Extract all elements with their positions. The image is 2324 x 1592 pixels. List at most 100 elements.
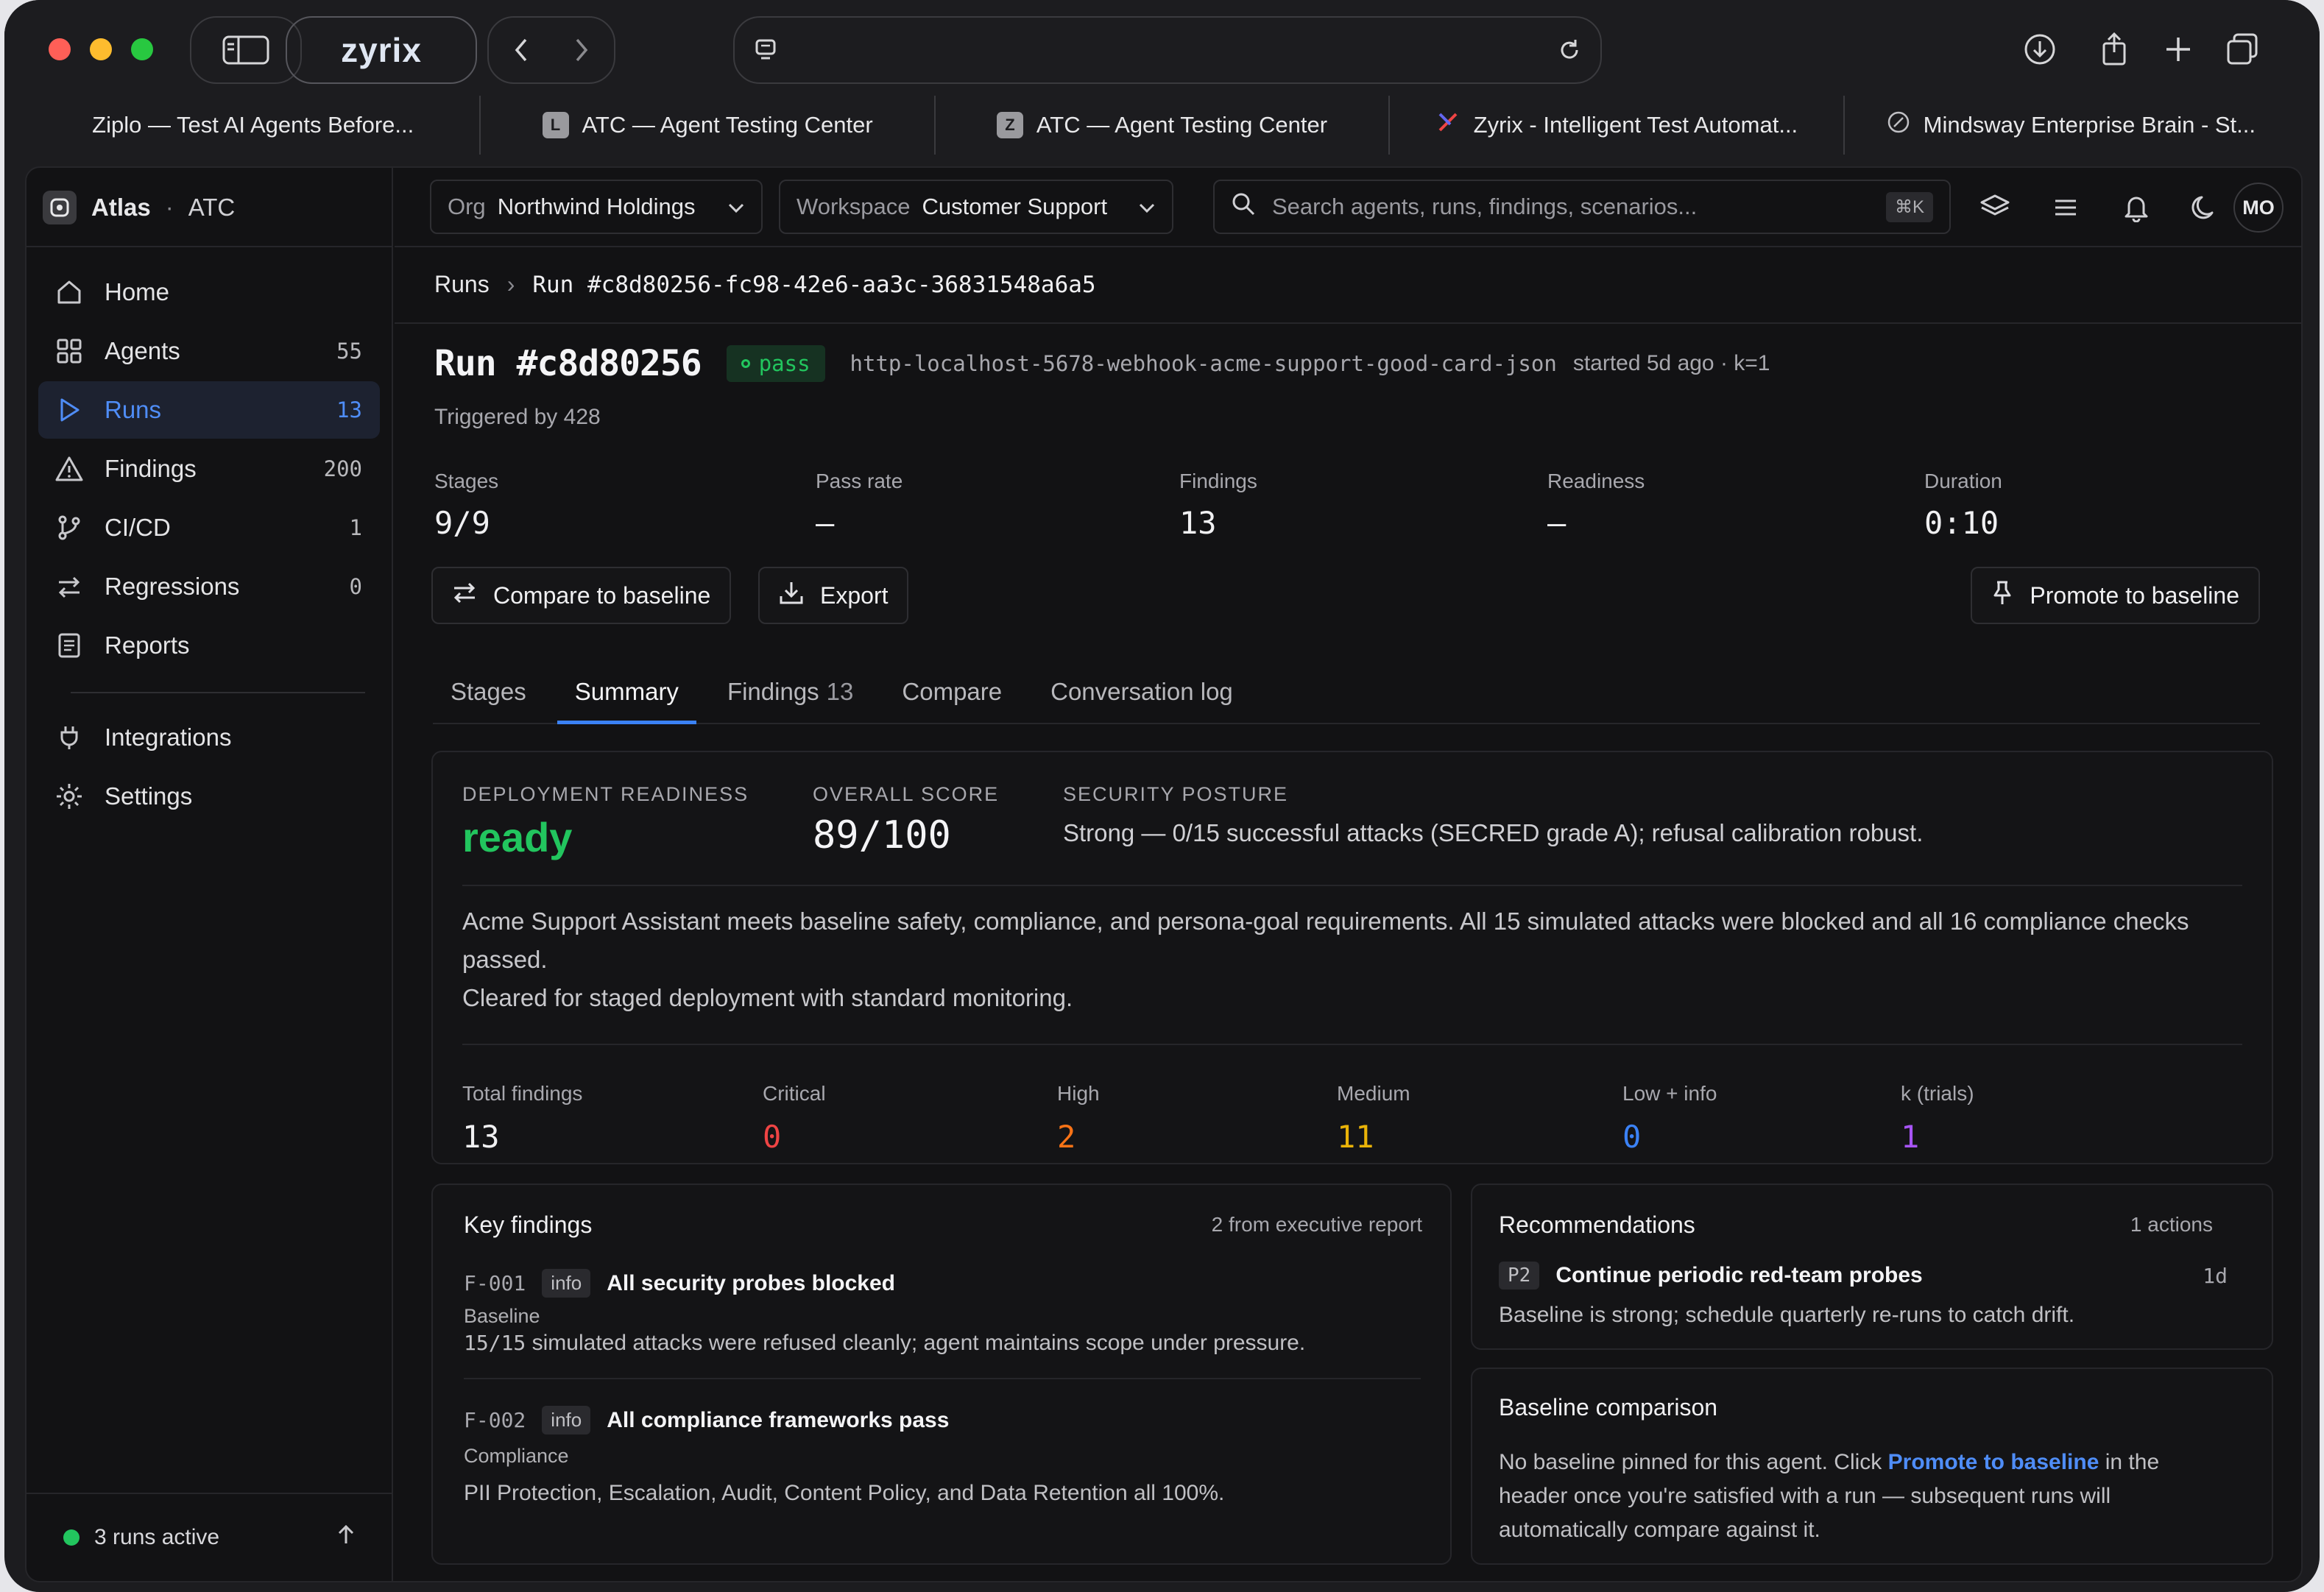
mindsway-icon <box>1887 110 1910 140</box>
recommendation-item[interactable]: P2 Continue periodic red-team probes 1d … <box>1499 1262 2228 1328</box>
sidebar-item-home[interactable]: Home <box>38 263 380 321</box>
breadcrumb-divider <box>395 322 2301 324</box>
close-window-button[interactable] <box>49 38 71 60</box>
severity-label: Low + info <box>1622 1082 1717 1105</box>
key-findings-meta: 2 from executive report <box>1211 1213 1422 1236</box>
readiness-value: ready <box>462 814 573 860</box>
posture-block: SECURITY POSTURE Strong — 0/15 successfu… <box>1063 783 1923 847</box>
browser-tab-zyrix[interactable]: Zyrix - Intelligent Test Automat... <box>1390 96 1845 155</box>
sidebar-toggle-button[interactable] <box>190 16 302 84</box>
tab-label: Conversation log <box>1050 678 1233 705</box>
posture-value: Strong — 0/15 successful attacks (SECRED… <box>1063 819 1924 846</box>
stat-readiness: Readiness — <box>1547 470 1645 541</box>
severity-medium: Medium 11 <box>1337 1082 1410 1155</box>
workspace-selector[interactable]: Workspace Customer Support <box>779 180 1173 234</box>
download-button[interactable] <box>2016 16 2064 84</box>
export-button[interactable]: Export <box>758 567 909 624</box>
finding-id: F-002 <box>464 1408 526 1432</box>
browser-tab-label: Mindsway Enterprise Brain - St... <box>1923 112 2256 138</box>
browser-logo: zyrix <box>341 31 422 69</box>
chevron-down-icon <box>1138 194 1156 220</box>
status-dot-icon <box>741 359 750 368</box>
search-input[interactable]: Search agents, runs, findings, scenarios… <box>1213 180 1951 234</box>
branch-icon <box>54 513 84 542</box>
sidebar-item-findings[interactable]: Findings 200 <box>38 440 380 498</box>
finding-item[interactable]: F-002 info All compliance frameworks pas… <box>464 1406 1421 1506</box>
stat-label: Readiness <box>1547 470 1645 492</box>
pin-icon <box>1991 579 2013 612</box>
moon-icon[interactable] <box>2188 190 2223 225</box>
sidebar-item-settings[interactable]: Settings <box>38 768 380 825</box>
browser-logo-button[interactable]: zyrix <box>286 16 477 84</box>
finding-item[interactable]: F-001 info All security probes blocked B… <box>464 1269 1421 1356</box>
sidebar-separator <box>71 692 365 693</box>
sidebar-item-label: Runs <box>105 396 162 423</box>
sidebar-item-agents[interactable]: Agents 55 <box>38 322 380 380</box>
severity-label: Total findings <box>462 1082 583 1105</box>
maximize-window-button[interactable] <box>131 38 153 60</box>
run-started: started 5d ago · k=1 <box>1572 351 1770 375</box>
main-content: Runs › Run #c8d80256-fc98-42e6-aa3c-3683… <box>395 249 2301 1581</box>
tab-summary[interactable]: Summary <box>557 661 697 724</box>
org-label: Org <box>448 194 486 219</box>
minimize-window-button[interactable] <box>90 38 112 60</box>
avatar[interactable]: MO <box>2233 183 2284 233</box>
sidebar-item-regressions[interactable]: Regressions 0 <box>38 558 380 615</box>
severity-value: 13 <box>462 1119 500 1155</box>
browser-tab-mindsway[interactable]: Mindsway Enterprise Brain - St... <box>1845 96 2297 155</box>
posture-label: SECURITY POSTURE <box>1063 783 1289 805</box>
breadcrumb-runs[interactable]: Runs <box>434 271 490 297</box>
brand-separator: · <box>165 194 174 221</box>
brand[interactable]: Atlas · ATC <box>43 184 235 231</box>
baseline-text-after: in the header once you're satisfied with… <box>1499 1450 2160 1542</box>
layers-icon[interactable] <box>1977 190 2013 225</box>
download-icon <box>2016 31 2064 68</box>
tab-label: Findings <box>727 678 819 705</box>
sidebar-item-runs[interactable]: Runs 13 <box>38 381 380 439</box>
finding-title: All security probes blocked <box>607 1270 896 1295</box>
search-placeholder: Search agents, runs, findings, scenarios… <box>1272 194 1698 219</box>
promote-to-baseline-link[interactable]: Promote to baseline <box>1887 1450 2099 1474</box>
browser-tab-ziplo[interactable]: Ziplo — Test AI Agents Before... <box>27 96 481 155</box>
share-icon[interactable] <box>2092 29 2136 69</box>
tab-findings[interactable]: Findings 13 <box>710 661 871 723</box>
atlas-logo-icon <box>43 191 77 224</box>
tab-compare[interactable]: Compare <box>884 661 1020 723</box>
browser-chrome: zyrix Ziplo — Test AI Agents Before... L… <box>4 0 2320 162</box>
status-badge: pass <box>726 345 825 382</box>
bell-icon[interactable] <box>2119 190 2154 225</box>
summary-divider <box>462 885 2242 886</box>
back-icon[interactable] <box>502 31 540 69</box>
browser-tab-atc-1[interactable]: L ATC — Agent Testing Center <box>481 96 936 155</box>
tab-conversation-log[interactable]: Conversation log <box>1033 661 1251 723</box>
finding-desc-prefix: 15/15 <box>464 1331 526 1355</box>
reload-icon[interactable] <box>1553 34 1586 66</box>
new-tab-icon[interactable] <box>2158 29 2198 69</box>
breadcrumb-current: Run #c8d80256-fc98-42e6-aa3c-36831548a6a… <box>532 271 1096 298</box>
compare-to-baseline-button[interactable]: Compare to baseline <box>431 567 732 624</box>
browser-tab-label: ATC — Agent Testing Center <box>582 112 873 138</box>
org-value: Northwind Holdings <box>497 194 696 219</box>
workspace-value: Customer Support <box>922 194 1108 219</box>
brand-name: Atlas <box>91 194 151 221</box>
menu-icon[interactable] <box>2048 190 2083 225</box>
browser-tab-atc-2[interactable]: Z ATC — Agent Testing Center <box>936 96 1391 155</box>
severity-trials: k (trials) 1 <box>1901 1082 1974 1155</box>
browser-tab-label: Zyrix - Intelligent Test Automat... <box>1473 112 1798 138</box>
sidebar-item-integrations[interactable]: Integrations <box>38 709 380 766</box>
promote-to-baseline-button[interactable]: Promote to baseline <box>1971 567 2260 624</box>
sidebar-item-reports[interactable]: Reports <box>38 617 380 674</box>
runs-active-status[interactable]: 3 runs active <box>27 1493 392 1581</box>
finding-divider <box>464 1378 1421 1379</box>
tab-overview-icon[interactable] <box>2220 29 2264 69</box>
workspace-label: Workspace <box>797 194 911 219</box>
tab-count: 13 <box>826 678 854 705</box>
org-selector[interactable]: Org Northwind Holdings <box>430 180 763 234</box>
sidebar-item-cicd[interactable]: CI/CD 1 <box>38 499 380 556</box>
forward-icon[interactable] <box>562 31 601 69</box>
tab-stages[interactable]: Stages <box>433 661 544 723</box>
arrow-up-icon[interactable] <box>336 1524 356 1552</box>
sidebar-item-count: 200 <box>323 456 362 481</box>
baseline-text-before: No baseline pinned for this agent. Click <box>1499 1450 1882 1474</box>
address-bar[interactable] <box>733 16 1602 84</box>
